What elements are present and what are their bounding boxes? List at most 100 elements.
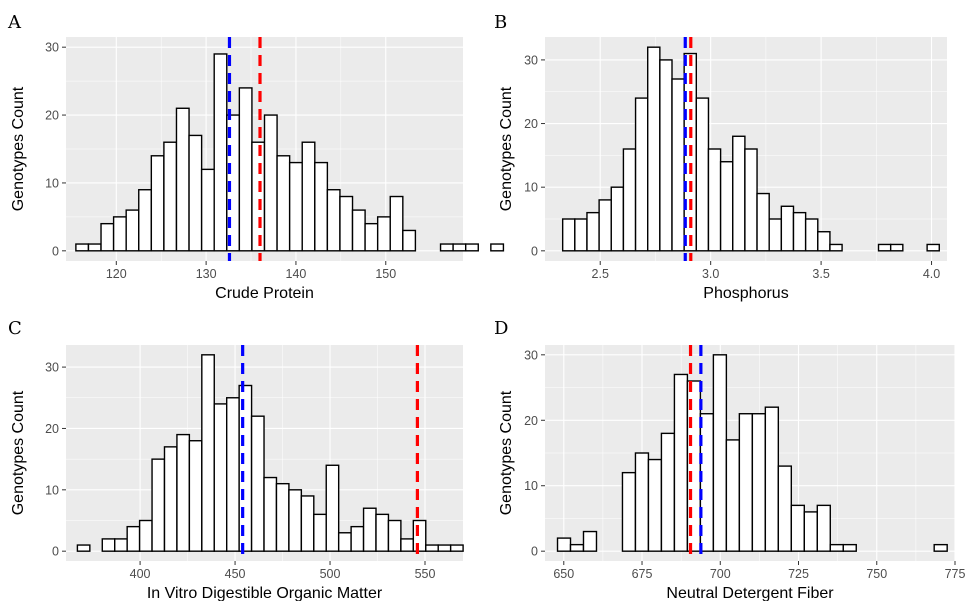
histogram-bar — [362, 507, 377, 552]
histogram-bar — [176, 433, 191, 552]
histogram-bar — [314, 161, 329, 252]
histogram-bar — [621, 471, 637, 552]
histogram-bar — [622, 148, 637, 252]
panel-b: B 0 10 20 30 2.5 3.0 3.5 4.0 Phosphorus Genotyp… — [494, 12, 947, 302]
x-axis-title-b: Phosphorus — [703, 285, 788, 302]
panel-c: C 0 10 20 30 400 450 500 550 In Vitro Digestibl… — [8, 318, 464, 601]
histogram-bar — [188, 134, 203, 252]
histogram-bar — [150, 155, 165, 252]
y-tick-label: 10 — [524, 181, 538, 195]
histogram-bar — [829, 543, 844, 552]
histogram-bar — [719, 161, 734, 252]
x-tick-label: 500 — [320, 567, 341, 581]
histogram-bar — [660, 432, 676, 552]
x-tick-label: 750 — [866, 567, 887, 581]
y-tick-label: 20 — [45, 422, 59, 436]
panel-letter-b: B — [494, 12, 507, 33]
histogram-bar — [744, 148, 758, 252]
histogram-bar — [842, 543, 857, 552]
histogram-bar — [75, 243, 90, 252]
histogram-bar — [126, 525, 141, 552]
histogram-bar — [163, 446, 178, 552]
x-tick-label: 400 — [130, 567, 151, 581]
histogram-bar — [659, 59, 673, 252]
x-axis-title-d: Neutral Detergent Fiber — [666, 585, 834, 601]
y-axis-title-d: Genotypes Count — [498, 390, 515, 515]
histogram-bar — [452, 243, 467, 252]
histogram-bar — [449, 544, 464, 552]
histogram-bar — [707, 148, 722, 252]
y-tick-label: 10 — [45, 483, 59, 497]
histogram-bar — [400, 538, 415, 552]
x-tick-label: 775 — [945, 567, 966, 581]
x-tick-label: 3.0 — [702, 267, 719, 281]
histogram-bar — [768, 218, 783, 252]
histogram-bar — [777, 465, 793, 552]
histogram-bar — [889, 243, 904, 252]
plot-area-b: 0 10 20 30 2.5 3.0 3.5 4.0 — [524, 37, 947, 281]
y-tick-label: 0 — [52, 244, 59, 258]
y-tick-label: 20 — [45, 109, 59, 123]
histogram-bar — [926, 243, 940, 252]
histogram-bar — [673, 373, 689, 552]
histogram-bar — [933, 543, 948, 552]
histogram-bar — [263, 114, 278, 252]
y-tick-label: 10 — [45, 176, 59, 190]
histogram-bar — [695, 97, 710, 252]
x-tick-label: 2.5 — [592, 267, 609, 281]
histogram-bar — [732, 135, 746, 252]
histogram-bar — [375, 513, 390, 552]
y-tick-label: 0 — [52, 545, 59, 559]
histogram-bar — [138, 189, 153, 252]
histogram-bar — [337, 532, 352, 552]
y-axis-title-b: Genotypes Count — [498, 86, 515, 211]
histogram-bar — [389, 195, 404, 252]
histogram-bar — [634, 452, 650, 552]
histogram-bar — [490, 243, 505, 252]
histogram-bar — [561, 218, 576, 252]
y-tick-label: 30 — [45, 41, 59, 55]
panel-a: A 0 10 20 30 120 130 140 150 Crude Protein Geno… — [7, 12, 505, 302]
histogram-bar — [803, 511, 818, 552]
histogram-bar — [764, 406, 780, 552]
plot-area-a: 0 10 20 30 120 130 140 150 — [45, 37, 505, 281]
y-tick-label: 10 — [524, 479, 538, 493]
histogram-bar — [125, 209, 140, 252]
histogram-bar — [610, 186, 625, 252]
histogram-bar — [213, 53, 228, 252]
histogram-bar — [339, 195, 354, 252]
histogram-bar — [138, 519, 153, 552]
x-tick-label: 700 — [710, 567, 731, 581]
histogram-bar — [829, 243, 843, 252]
histogram-bar — [402, 229, 417, 252]
histogram-bar — [412, 519, 427, 552]
histogram-bar — [634, 97, 649, 252]
panel-letter-c: C — [8, 318, 22, 339]
histogram-bar — [387, 519, 402, 552]
histogram-bar — [647, 458, 663, 552]
y-axis-title-a: Genotypes Count — [10, 86, 27, 211]
histogram-bar — [647, 46, 661, 252]
plot-area-d: 0 10 20 30 650 675 700 725 750 775 — [524, 345, 965, 581]
x-axis-title-a: Crude Protein — [215, 285, 314, 302]
histogram-bar — [238, 87, 253, 252]
histogram-bar — [100, 222, 115, 252]
x-tick-label: 3.5 — [812, 267, 829, 281]
histogram-bar — [288, 489, 303, 552]
panel-letter-a: A — [7, 12, 22, 33]
y-axis-title-c: Genotypes Count — [10, 390, 27, 515]
histogram-bar — [586, 211, 600, 252]
histogram-bar — [792, 211, 807, 252]
histogram-bar — [76, 544, 91, 552]
histogram-bar — [276, 155, 291, 252]
histogram-bar — [556, 537, 572, 552]
y-tick-label: 20 — [524, 117, 538, 131]
histogram-bar — [275, 482, 290, 552]
histogram-bar — [301, 141, 316, 252]
histogram-bar — [376, 216, 391, 252]
histogram-bar — [780, 205, 795, 252]
histogram-bar — [112, 216, 127, 252]
x-tick-label: 650 — [553, 567, 574, 581]
histogram-bar — [163, 141, 178, 252]
histogram-bar — [464, 243, 479, 252]
